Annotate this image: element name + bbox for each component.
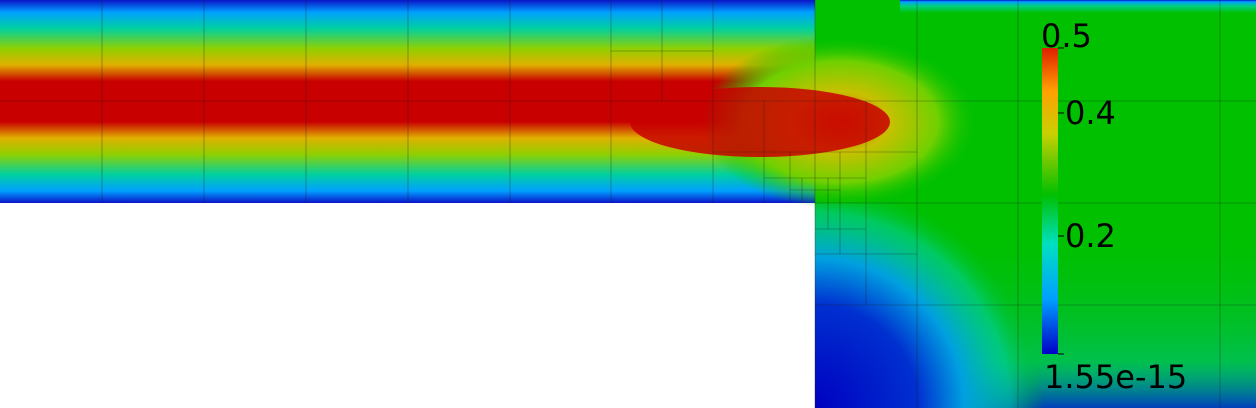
colorbar-max-label: 0.5	[1041, 17, 1092, 55]
jet-core	[630, 87, 890, 157]
outlet-top-wall	[900, 0, 1256, 60]
colorbar-ticks	[1058, 47, 1064, 355]
recirculation-zone	[815, 203, 1115, 408]
colorbar-min-label: 1.55e-15	[1044, 358, 1188, 396]
colorbar-tick-label-04: 0.4	[1065, 94, 1116, 132]
colorbar	[1042, 48, 1058, 354]
step-obstacle	[0, 203, 815, 408]
colorbar-tick-label-02: 0.2	[1065, 217, 1116, 255]
